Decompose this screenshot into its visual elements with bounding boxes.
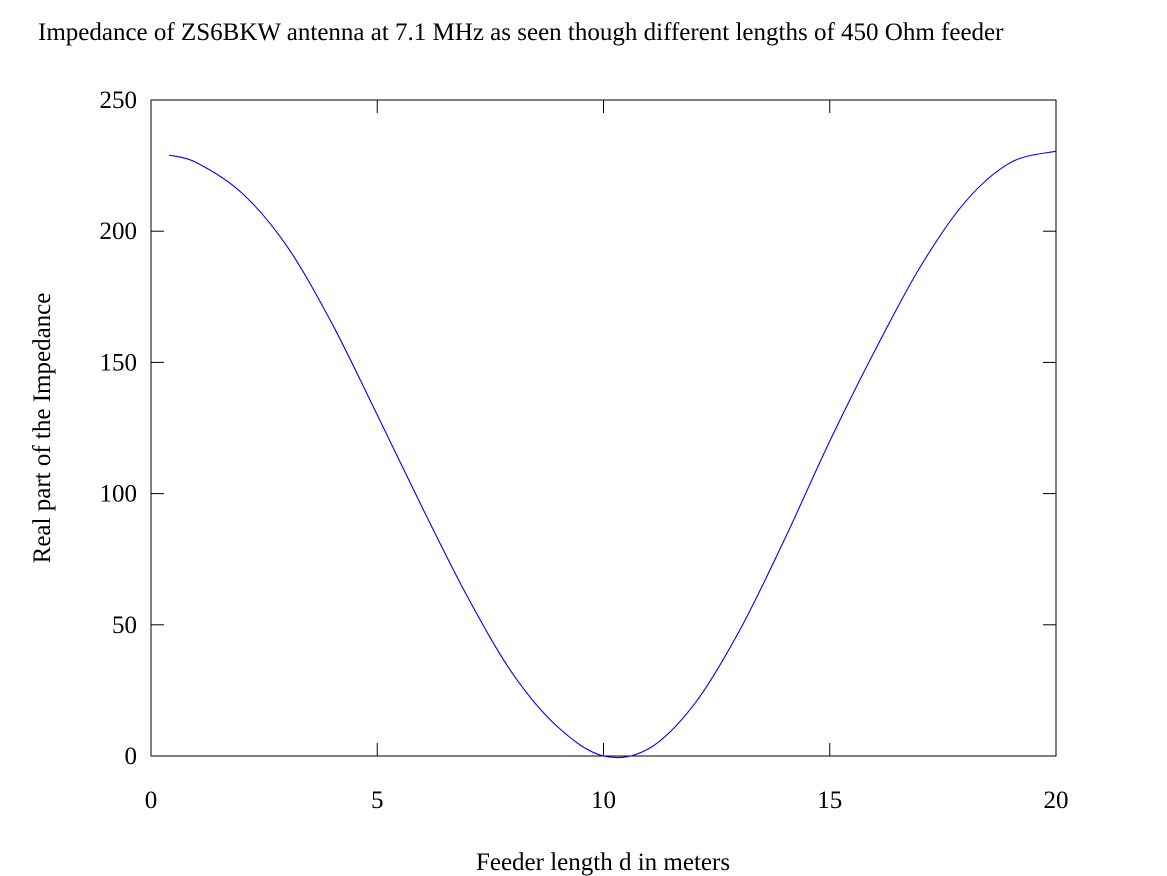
- y-tick-label: 150: [100, 349, 138, 376]
- y-tick-label: 200: [100, 218, 138, 245]
- axis-ticks: [150, 99, 1057, 757]
- x-tick-label: 15: [817, 787, 842, 814]
- x-tick-label: 20: [1044, 787, 1069, 814]
- x-tick-label: 5: [371, 787, 384, 814]
- y-tick-label: 100: [100, 481, 138, 508]
- chart-title: Impedance of ZS6BKW antenna at 7.1 MHz a…: [38, 19, 1004, 46]
- y-tick-label: 250: [100, 87, 138, 114]
- x-tick-label: 10: [591, 787, 616, 814]
- x-axis-label: Feeder length d in meters: [476, 849, 730, 876]
- y-tick-label: 0: [125, 743, 138, 770]
- x-tick-label: 0: [145, 787, 158, 814]
- y-tick-label: 50: [112, 612, 137, 639]
- series-layer: [168, 150, 1057, 759]
- y-axis-label: Real part of the Impedance: [29, 293, 56, 564]
- impedance-series-line: [168, 150, 1057, 759]
- plot-area-frame: [150, 99, 1057, 757]
